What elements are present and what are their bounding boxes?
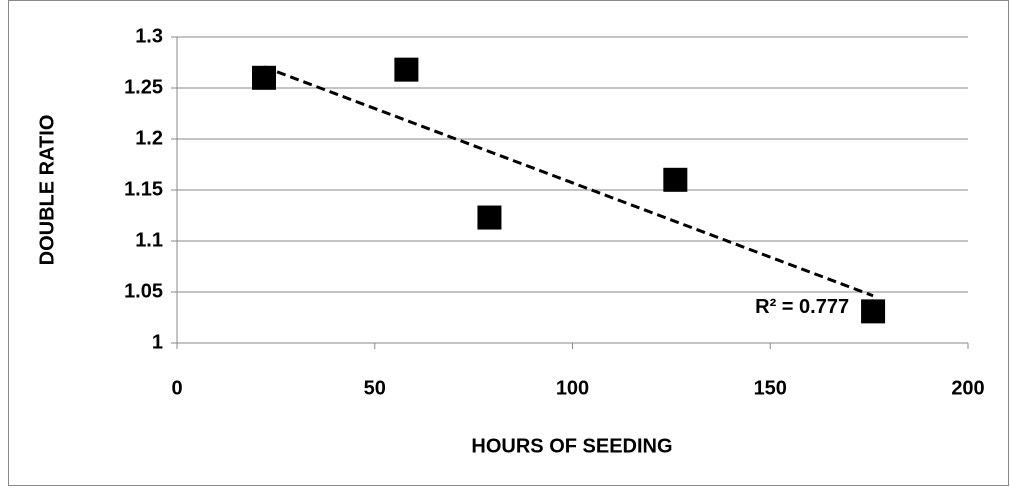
x-tick-label: 0 xyxy=(171,377,182,399)
y-tick-label: 1.1 xyxy=(135,229,163,251)
x-tick-label: 50 xyxy=(364,377,386,399)
point xyxy=(861,299,886,324)
point xyxy=(252,65,277,90)
chart-frame xyxy=(8,0,1009,486)
point xyxy=(394,57,419,82)
trendline-label: R² = 0.777 xyxy=(755,296,849,318)
point xyxy=(663,167,688,192)
x-tick-label: 200 xyxy=(951,377,984,399)
x-tick-label: 150 xyxy=(754,377,787,399)
y-axis-title: DOUBLE RATIO xyxy=(36,115,58,266)
x-axis-title: HOURS OF SEEDING xyxy=(471,435,672,457)
y-tick-label: 1.25 xyxy=(124,76,163,98)
y-tick-label: 1.2 xyxy=(135,127,163,149)
x-tick-label: 100 xyxy=(556,377,589,399)
y-tick-label: 1.15 xyxy=(124,178,163,200)
y-tick-label: 1.05 xyxy=(124,280,163,302)
trendline xyxy=(263,65,874,298)
y-tick-label: 1.3 xyxy=(135,25,163,47)
point xyxy=(477,205,502,230)
y-tick-label: 1 xyxy=(152,331,163,353)
